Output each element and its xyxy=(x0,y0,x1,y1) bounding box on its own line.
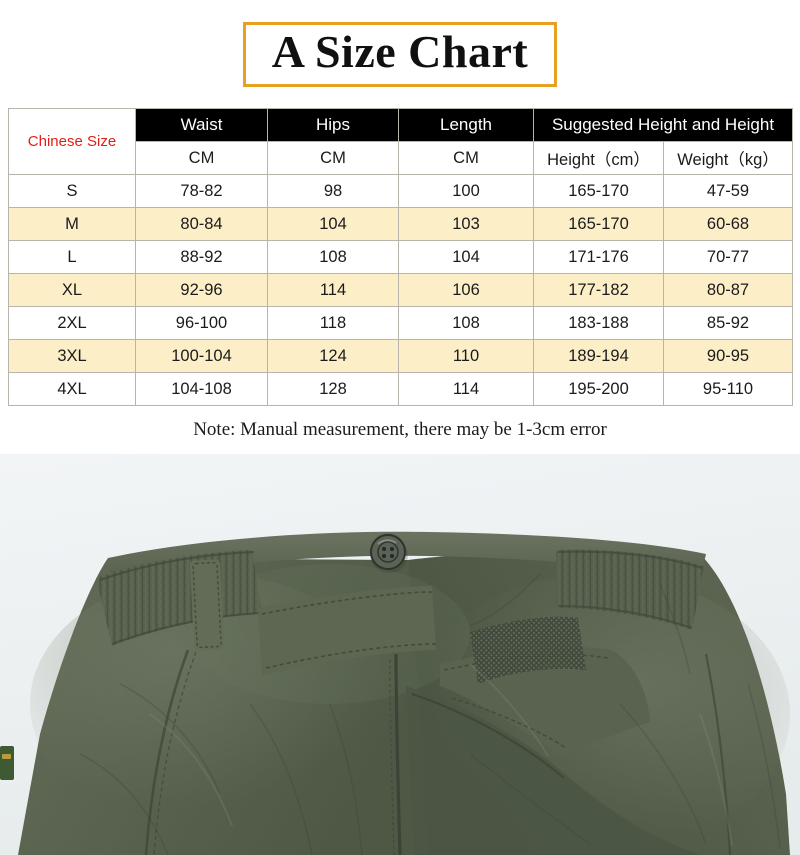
table-body: S 78-82 98 100 165-170 47-59 M 80-84 104… xyxy=(8,174,794,406)
cell-size: 4XL xyxy=(8,372,136,406)
cell-length: 103 xyxy=(398,207,534,241)
brand-tab-icon xyxy=(0,746,14,780)
cell-hips: 108 xyxy=(267,240,399,274)
cell-length: 110 xyxy=(398,339,534,373)
size-chart-table: Chinese Size Waist Hips Length Suggested… xyxy=(8,108,794,406)
table-row: 3XL 100-104 124 110 189-194 90-95 xyxy=(8,339,794,373)
fly-stitch-top xyxy=(261,591,433,615)
cell-weight: 70-77 xyxy=(662,240,794,274)
unit-hips: CM xyxy=(267,141,399,175)
title-section: A Size Chart xyxy=(0,0,800,108)
cell-weight: 85-92 xyxy=(662,306,794,340)
header-hips: Hips xyxy=(267,108,399,142)
cell-hips: 104 xyxy=(267,207,399,241)
table-row: 4XL 104-108 128 114 195-200 95-110 xyxy=(8,372,794,406)
cell-height: 189-194 xyxy=(533,339,664,373)
cell-waist: 104-108 xyxy=(135,372,268,406)
cell-waist: 96-100 xyxy=(135,306,268,340)
cell-height: 195-200 xyxy=(533,372,664,406)
cell-waist: 80-84 xyxy=(135,207,268,241)
cell-weight: 60-68 xyxy=(662,207,794,241)
table-row: L 88-92 108 104 171-176 70-77 xyxy=(8,240,794,274)
cell-waist: 92-96 xyxy=(135,273,268,307)
unit-length: CM xyxy=(398,141,534,175)
unit-weight: Weight（kg） xyxy=(662,141,794,175)
fabric-sheen-lines xyxy=(149,663,733,847)
cell-size: S xyxy=(8,174,136,208)
table-header-row-main: Chinese Size Waist Hips Length Suggested… xyxy=(8,108,794,175)
cell-weight: 80-87 xyxy=(662,273,794,307)
title-box: A Size Chart xyxy=(242,21,558,87)
mesh-lining xyxy=(470,616,586,684)
cell-length: 106 xyxy=(398,273,534,307)
cell-weight: 95-110 xyxy=(662,372,794,406)
fabric-wrinkles xyxy=(79,573,781,855)
right-pocket-seam xyxy=(704,653,732,855)
cell-waist: 78-82 xyxy=(135,174,268,208)
cell-weight: 90-95 xyxy=(662,339,794,373)
table-row: S 78-82 98 100 165-170 47-59 xyxy=(8,174,794,208)
right-inner-fold xyxy=(406,686,700,855)
table-header: Chinese Size Waist Hips Length Suggested… xyxy=(8,108,794,175)
cell-hips: 128 xyxy=(267,372,399,406)
page-title: A Size Chart xyxy=(271,25,529,77)
cell-height: 165-170 xyxy=(533,174,664,208)
cell-size: 3XL xyxy=(8,339,136,373)
cell-length: 114 xyxy=(398,372,534,406)
cell-hips: 118 xyxy=(267,306,399,340)
cell-hips-highlighted[interactable]: 124 xyxy=(267,339,399,373)
cell-height: 177-182 xyxy=(533,273,664,307)
cell-height: 171-176 xyxy=(533,240,664,274)
left-pocket-seam xyxy=(144,649,190,855)
header-chinese-size: Chinese Size xyxy=(8,108,136,175)
cell-size: XL xyxy=(8,273,136,307)
cell-hips: 114 xyxy=(267,273,399,307)
cell-hips: 98 xyxy=(267,174,399,208)
cell-height: 165-170 xyxy=(533,207,664,241)
header-waist: Waist xyxy=(135,108,268,142)
measurement-note: Note: Manual measurement, there may be 1… xyxy=(0,406,800,454)
cell-waist: 100-104 xyxy=(135,339,268,373)
unit-waist: CM xyxy=(135,141,268,175)
table-row: XL 92-96 114 106 177-182 80-87 xyxy=(8,273,794,307)
fly-flap xyxy=(258,586,436,676)
cargo-pants-image xyxy=(0,454,800,855)
product-photo xyxy=(0,454,800,855)
cell-waist: 88-92 xyxy=(135,240,268,274)
cell-size: 2XL xyxy=(8,306,136,340)
table-row: 2XL 96-100 118 108 183-188 85-92 xyxy=(8,306,794,340)
table-row: M 80-84 104 103 165-170 60-68 xyxy=(8,207,794,241)
cell-length: 108 xyxy=(398,306,534,340)
header-suggested-height-and-height: Suggested Height and Height xyxy=(532,108,794,142)
belt-loop xyxy=(189,559,225,651)
fly-button-icon xyxy=(370,534,408,573)
left-pocket-topstitch xyxy=(153,651,197,855)
cell-height: 183-188 xyxy=(533,306,664,340)
cell-length: 104 xyxy=(398,240,534,274)
cell-length: 100 xyxy=(398,174,534,208)
header-length: Length xyxy=(398,108,534,142)
waistband xyxy=(108,531,706,582)
table-header-row-units: CM CM CM Height（cm） Weight（kg） xyxy=(9,141,794,175)
unit-height: Height（cm） xyxy=(533,141,664,175)
size-table-section: Chinese Size Waist Hips Length Suggested… xyxy=(0,108,800,406)
cell-weight: 47-59 xyxy=(662,174,794,208)
fly-stitch-bottom xyxy=(265,643,437,669)
center-zip-seam xyxy=(394,653,402,855)
cell-size: L xyxy=(8,240,136,274)
cell-size: M xyxy=(8,207,136,241)
